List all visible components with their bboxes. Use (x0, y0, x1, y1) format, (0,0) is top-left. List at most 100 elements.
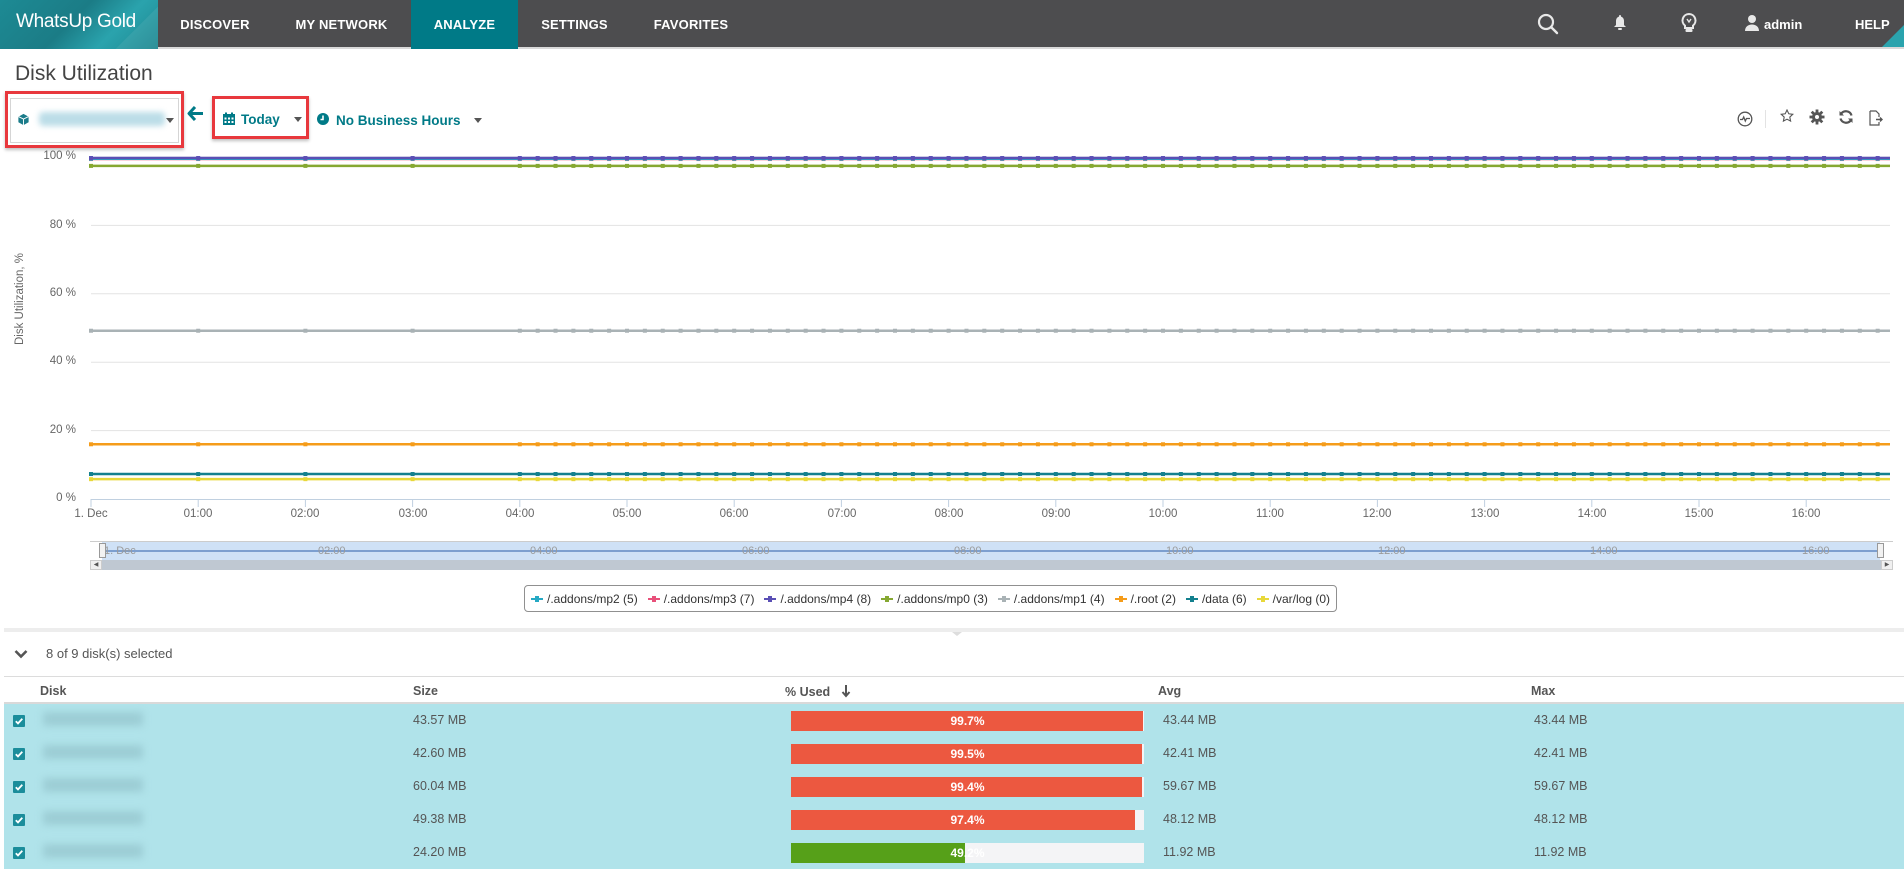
y-tick: 100 % (43, 150, 76, 162)
navigator-label: 16:00 (1802, 545, 1830, 557)
checkmark-icon (15, 850, 23, 857)
table-row[interactable]: 42.60 MB 99.5% 42.41 MB 42.41 MB (4, 737, 1904, 770)
navigator-left-handle[interactable] (99, 543, 106, 558)
column-header-size[interactable]: Size (413, 684, 439, 698)
usage-bar-fill (791, 843, 965, 863)
legend-item[interactable]: /.addons/mp4 (8) (764, 592, 871, 606)
column-header-max[interactable]: Max (1531, 684, 1556, 698)
column-header-used[interactable]: % Used (785, 684, 851, 699)
x-tick: 07:00 (827, 508, 857, 520)
disk-max: 48.12 MB (1534, 812, 1588, 826)
navigator-selection[interactable]: 1. Dec 02:00 04:00 06:00 08:00 10:00 12:… (102, 542, 1880, 560)
calendar-icon (223, 112, 235, 125)
device-name (39, 112, 165, 126)
chart-navigator[interactable]: 1. Dec 02:00 04:00 06:00 08:00 10:00 12:… (90, 541, 1893, 570)
legend-item[interactable]: /var/log (0) (1256, 592, 1330, 606)
legend-item[interactable]: /.addons/mp1 (4) (997, 592, 1105, 606)
legend-swatch-icon (764, 595, 777, 602)
disk-name (43, 844, 143, 858)
device-selector[interactable] (10, 98, 179, 143)
user-menu[interactable]: admin (1744, 0, 1802, 49)
cube-icon (18, 113, 29, 126)
disk-max: 11.92 MB (1534, 845, 1587, 859)
nav-discover[interactable]: DISCOVER (180, 17, 250, 32)
time-range-dropdown[interactable]: Today (222, 112, 302, 127)
table-row[interactable]: 49.38 MB 97.4% 48.12 MB 48.12 MB (4, 803, 1904, 836)
disk-max: 42.41 MB (1534, 746, 1588, 760)
column-header-disk[interactable]: Disk (40, 684, 67, 698)
usage-percent: 99.7% (950, 714, 985, 728)
row-checkbox[interactable] (13, 748, 25, 760)
nav-analyze[interactable]: ANALYZE (411, 0, 518, 49)
corner-decoration (1882, 25, 1904, 47)
disk-avg: 59.67 MB (1163, 779, 1217, 793)
lightbulb-icon[interactable] (1680, 12, 1704, 36)
navigator-label: 10:00 (1166, 545, 1194, 557)
disk-avg: 42.41 MB (1163, 746, 1217, 760)
table-row[interactable]: 24.20 MB 49.2% 11.92 MB 11.92 MB (4, 836, 1904, 869)
gear-icon[interactable] (1809, 109, 1829, 129)
chevron-down-icon[interactable] (14, 649, 28, 659)
chevron-down-icon (166, 118, 174, 123)
disk-name (43, 745, 143, 759)
business-hours-label: No Business Hours (336, 113, 461, 128)
legend-swatch-icon (1114, 595, 1127, 602)
usage-bar: 97.4% (791, 810, 1144, 830)
x-tick: 1. Dec (74, 508, 108, 520)
search-icon[interactable] (1536, 12, 1560, 36)
x-tick: 10:00 (1148, 508, 1178, 520)
navigator-label: 1. Dec (104, 545, 136, 557)
nav-settings[interactable]: SETTINGS (541, 17, 608, 32)
row-checkbox[interactable] (13, 847, 25, 859)
page-title: Disk Utilization (15, 62, 153, 85)
x-tick: 08:00 (934, 508, 964, 520)
pulse-icon[interactable] (1737, 111, 1757, 131)
navigator-label: 08:00 (954, 545, 982, 557)
disk-avg: 48.12 MB (1163, 812, 1217, 826)
legend-item[interactable]: /.addons/mp3 (7) (647, 592, 754, 606)
legend-item[interactable]: /.addons/mp0 (3) (881, 592, 988, 606)
navigator-right-handle[interactable] (1877, 543, 1884, 558)
nav-favorites[interactable]: FAVORITES (653, 17, 729, 32)
disk-size: 24.20 MB (413, 845, 467, 859)
navigator-scrollbar[interactable]: ◀ ▶ (90, 560, 1893, 570)
bell-icon[interactable] (1612, 14, 1636, 38)
legend-item[interactable]: /.addons/mp2 (5) (531, 592, 638, 606)
navigator-label: 06:00 (742, 545, 770, 557)
chevron-down-icon (474, 118, 483, 123)
table-row[interactable]: 60.04 MB 99.4% 59.67 MB 59.67 MB (4, 770, 1904, 803)
x-tick: 14:00 (1577, 508, 1607, 520)
row-checkbox[interactable] (13, 814, 25, 826)
nav-my-network[interactable]: MY NETWORK (295, 17, 388, 32)
arrow-left-icon[interactable] (187, 105, 204, 126)
column-header-avg[interactable]: Avg (1158, 684, 1182, 698)
scroll-right-icon[interactable]: ▶ (1881, 560, 1893, 570)
usage-percent: 99.4% (950, 780, 985, 794)
legend-item[interactable]: /data (6) (1185, 592, 1247, 606)
legend-item[interactable]: /.root (2) (1114, 592, 1176, 606)
star-icon[interactable] (1779, 108, 1800, 129)
disk-size: 43.57 MB (413, 713, 467, 727)
row-checkbox[interactable] (13, 781, 25, 793)
legend-swatch-icon (647, 595, 660, 602)
export-icon[interactable] (1868, 110, 1888, 130)
brand-name: WhatsUp Gold (16, 11, 136, 32)
panel-splitter[interactable] (4, 628, 1904, 636)
disk-table: Disk Size % Used Avg Max 43.57 MB 99.7% 43… (4, 676, 1904, 869)
y-tick: 60 % (49, 287, 76, 299)
refresh-icon[interactable] (1838, 109, 1858, 129)
business-hours-dropdown[interactable]: No Business Hours (316, 112, 483, 128)
usage-bar-fill (791, 810, 1135, 830)
scrollbar-thumb[interactable] (102, 560, 1881, 570)
table-row[interactable]: 43.57 MB 99.7% 43.44 MB 43.44 MB (4, 704, 1904, 737)
toolbar-divider (1765, 110, 1766, 128)
scroll-left-icon[interactable]: ◀ (90, 560, 102, 570)
disk-size: 60.04 MB (413, 779, 467, 793)
disk-utilization-chart: Disk Utilization, % 100 % 80 % 60 % 40 %… (14, 150, 1893, 612)
row-checkbox[interactable] (13, 715, 25, 727)
help-link[interactable]: HELP (1855, 17, 1890, 32)
legend-swatch-icon (1256, 595, 1269, 602)
legend-swatch-icon (881, 595, 894, 602)
brand-logo[interactable]: WhatsUp Gold (0, 0, 158, 49)
navigator-label: 14:00 (1590, 545, 1618, 557)
